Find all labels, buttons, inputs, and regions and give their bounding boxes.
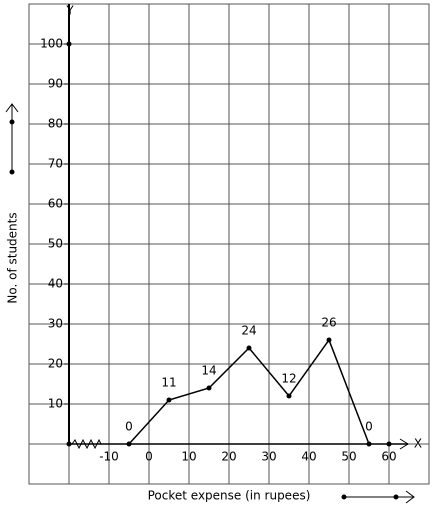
axis-dot <box>66 41 72 47</box>
axis-break <box>71 438 102 450</box>
origin-dot <box>66 441 72 447</box>
y-tick-label: 10 <box>48 397 63 411</box>
x-axis-arrow <box>399 438 409 450</box>
data-point <box>126 441 132 447</box>
y-axis-label: No. of students <box>6 212 20 303</box>
x-tick-label: 60 <box>381 450 396 464</box>
data-point <box>166 397 172 403</box>
y-tick-label: 70 <box>48 157 63 171</box>
y-tick-label: 90 <box>48 77 63 91</box>
data-label: 14 <box>201 364 216 378</box>
x-tick-label: 40 <box>301 450 316 464</box>
data-point <box>326 337 332 343</box>
data-point <box>206 385 212 391</box>
axis-dot <box>386 441 392 447</box>
y-tick-label: 20 <box>48 357 63 371</box>
data-point <box>246 345 252 351</box>
x-tick-label: 30 <box>261 450 276 464</box>
x-tick-label: -10 <box>99 450 119 464</box>
data-point <box>286 393 292 399</box>
data-label: 12 <box>281 372 296 386</box>
x-tick-label: 0 <box>145 450 153 464</box>
data-label: 0 <box>365 420 373 434</box>
y-tick-label: 30 <box>48 317 63 331</box>
x-tick-label: 20 <box>221 450 236 464</box>
data-line <box>128 338 370 445</box>
y-tick-label: 50 <box>48 237 63 251</box>
data-label: 24 <box>241 324 256 338</box>
y-tick-label: 100 <box>40 37 63 51</box>
y-tick-label: 60 <box>48 197 63 211</box>
x-tick-label: 10 <box>181 450 196 464</box>
x-tick-label: 50 <box>341 450 356 464</box>
data-label: 26 <box>321 316 336 330</box>
data-label: 11 <box>161 376 176 390</box>
data-point <box>366 441 372 447</box>
y-tick-label: 40 <box>48 277 63 291</box>
data-label: 0 <box>125 420 133 434</box>
y-tick-label: 80 <box>48 117 63 131</box>
decor-arrows <box>5 103 415 504</box>
x-axis-label: Pocket expense (in rupees) <box>148 489 311 503</box>
